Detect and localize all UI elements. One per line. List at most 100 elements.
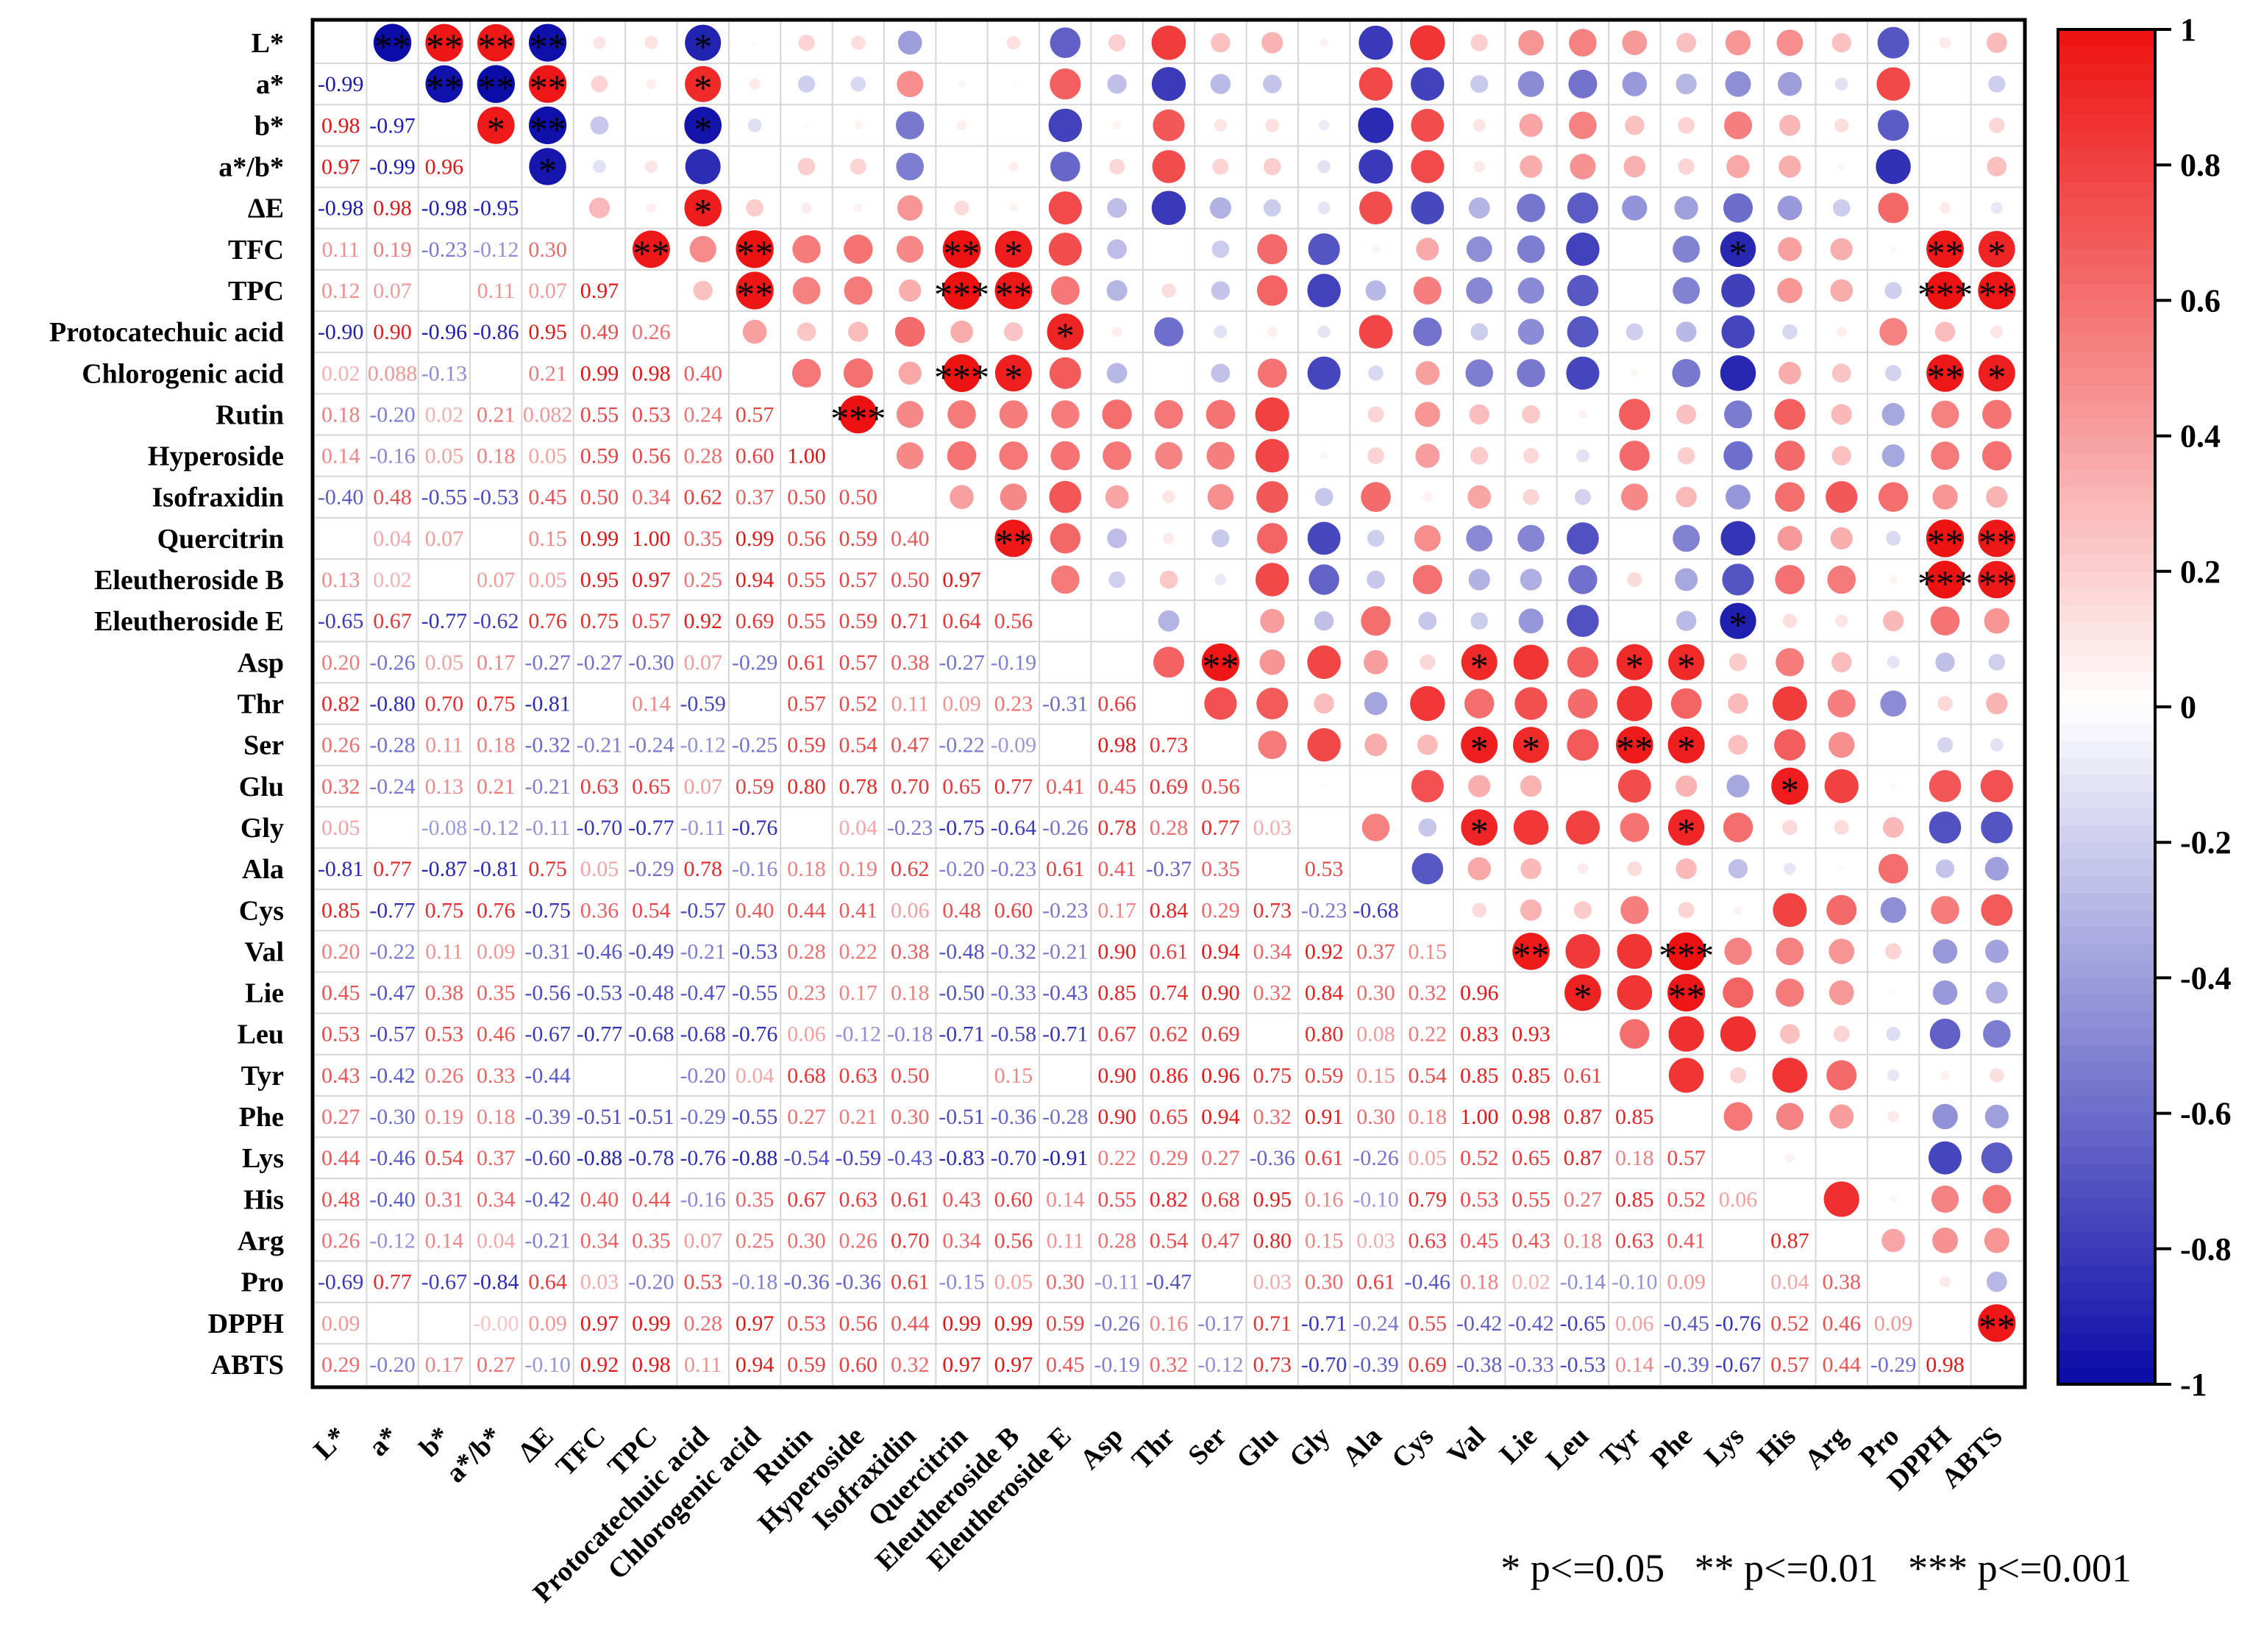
corr-circle	[1465, 359, 1493, 388]
corr-value: 0.60	[994, 1187, 1033, 1211]
corr-circle	[1931, 400, 1959, 429]
corr-value: -0.96	[421, 320, 468, 344]
corr-circle	[1677, 446, 1695, 465]
corr-value: 0.36	[580, 898, 619, 922]
corr-value: 0.77	[373, 1270, 412, 1295]
corr-circle	[1467, 485, 1492, 509]
corr-circle	[1771, 767, 1809, 805]
corr-circle	[1831, 404, 1852, 425]
corr-value: -0.99	[318, 72, 364, 96]
corr-circle	[1206, 399, 1236, 430]
corr-value: 0.69	[1409, 1353, 1448, 1377]
corr-circle	[1826, 481, 1858, 513]
corr-circle	[1267, 327, 1278, 337]
corr-value: 0.96	[1201, 1064, 1240, 1088]
corr-circle	[1461, 726, 1498, 763]
corr-circle	[1623, 155, 1646, 178]
corr-value: -0.43	[1042, 981, 1089, 1005]
corr-value: 0.07	[683, 1229, 722, 1253]
corr-circle	[1365, 280, 1386, 301]
corr-circle	[1723, 812, 1753, 843]
corr-value: 0.53	[632, 402, 671, 427]
colorbar-segment	[2058, 944, 2155, 962]
corr-value: -0.15	[939, 1270, 985, 1295]
corr-value: 0.11	[477, 279, 515, 303]
corr-value: 0.78	[839, 775, 878, 799]
corr-circle	[1827, 689, 1856, 718]
corr-value: -0.10	[524, 1353, 571, 1377]
corr-circle	[749, 78, 761, 90]
corr-value: 0.15	[528, 527, 567, 551]
corr-value: -0.47	[1146, 1270, 1192, 1295]
corr-circle	[1978, 355, 2015, 392]
corr-value: -0.16	[732, 857, 778, 881]
row-label: Glu	[239, 772, 284, 802]
significance-marker: **	[1979, 521, 2015, 563]
colorbar-segment	[2058, 1350, 2155, 1368]
corr-circle	[1929, 811, 1962, 844]
corr-value: 0.70	[425, 692, 464, 716]
corr-circle	[1978, 271, 2016, 310]
corr-circle	[1047, 313, 1084, 350]
corr-value: 0.30	[1356, 1105, 1395, 1129]
corr-circle	[1567, 729, 1599, 761]
corr-circle	[1722, 563, 1754, 596]
corr-value: -0.31	[524, 939, 571, 964]
corr-circle	[1520, 569, 1542, 591]
corr-value: 0.82	[1150, 1187, 1189, 1211]
corr-value: 0.65	[942, 775, 981, 799]
corr-value: 0.16	[1305, 1187, 1344, 1211]
corr-circle	[1416, 238, 1439, 261]
corr-value: 0.17	[1097, 898, 1136, 922]
corr-circle	[684, 107, 722, 144]
corr-value: 0.46	[1822, 1311, 1861, 1336]
corr-circle	[1673, 235, 1701, 263]
corr-value: 0.54	[1150, 1229, 1189, 1253]
corr-value: 0.28	[683, 1311, 722, 1336]
column-label: a*/b*	[440, 1421, 508, 1489]
corr-circle	[1827, 565, 1856, 594]
colorbar-segment	[2058, 351, 2155, 369]
corr-circle	[1410, 686, 1445, 722]
corr-value: 0.38	[425, 981, 464, 1005]
corr-value: 0.57	[736, 402, 775, 427]
corr-value: 0.22	[1409, 1022, 1448, 1047]
corr-circle	[897, 195, 923, 221]
corr-circle	[1359, 315, 1393, 349]
corr-value: 0.97	[580, 1311, 619, 1336]
corr-value: 0.60	[994, 898, 1033, 922]
corr-value: 0.33	[477, 1064, 516, 1088]
corr-value: 0.12	[321, 279, 360, 303]
corr-value: -0.39	[1353, 1353, 1399, 1377]
corr-circle	[1151, 25, 1186, 60]
corr-value: 0.53	[425, 1022, 464, 1047]
colorbar-segment	[2058, 300, 2155, 318]
corr-value: 0.67	[1097, 1022, 1136, 1047]
corr-value: 0.28	[1097, 1229, 1136, 1253]
corr-circle	[1577, 863, 1589, 875]
colorbar-segment	[2058, 1333, 2155, 1351]
corr-circle	[994, 271, 1033, 310]
corr-circle	[1467, 857, 1491, 880]
row-label: Thr	[238, 689, 284, 720]
corr-value: 0.56	[994, 609, 1033, 633]
corr-value: 0.05	[425, 444, 464, 469]
corr-circle	[947, 400, 976, 429]
corr-value: 0.52	[1460, 1146, 1499, 1170]
colorbar-segment	[2058, 1079, 2155, 1097]
corr-value: 0.98	[632, 1353, 671, 1377]
corr-value: 0.97	[632, 568, 671, 592]
corr-circle	[1777, 196, 1803, 221]
corr-value: -0.29	[1870, 1353, 1917, 1377]
corr-circle	[1517, 71, 1545, 97]
corr-value: 0.54	[1409, 1064, 1448, 1088]
corr-circle	[1106, 363, 1128, 384]
row-label: Lie	[245, 978, 284, 1009]
corr-value: 0.27	[787, 1105, 826, 1129]
corr-circle	[1512, 933, 1550, 970]
corr-value: 0.53	[787, 1311, 826, 1336]
corr-value: 0.66	[1097, 692, 1136, 716]
corr-circle	[1413, 317, 1442, 346]
corr-circle	[1987, 157, 2007, 177]
corr-circle	[1513, 810, 1549, 845]
